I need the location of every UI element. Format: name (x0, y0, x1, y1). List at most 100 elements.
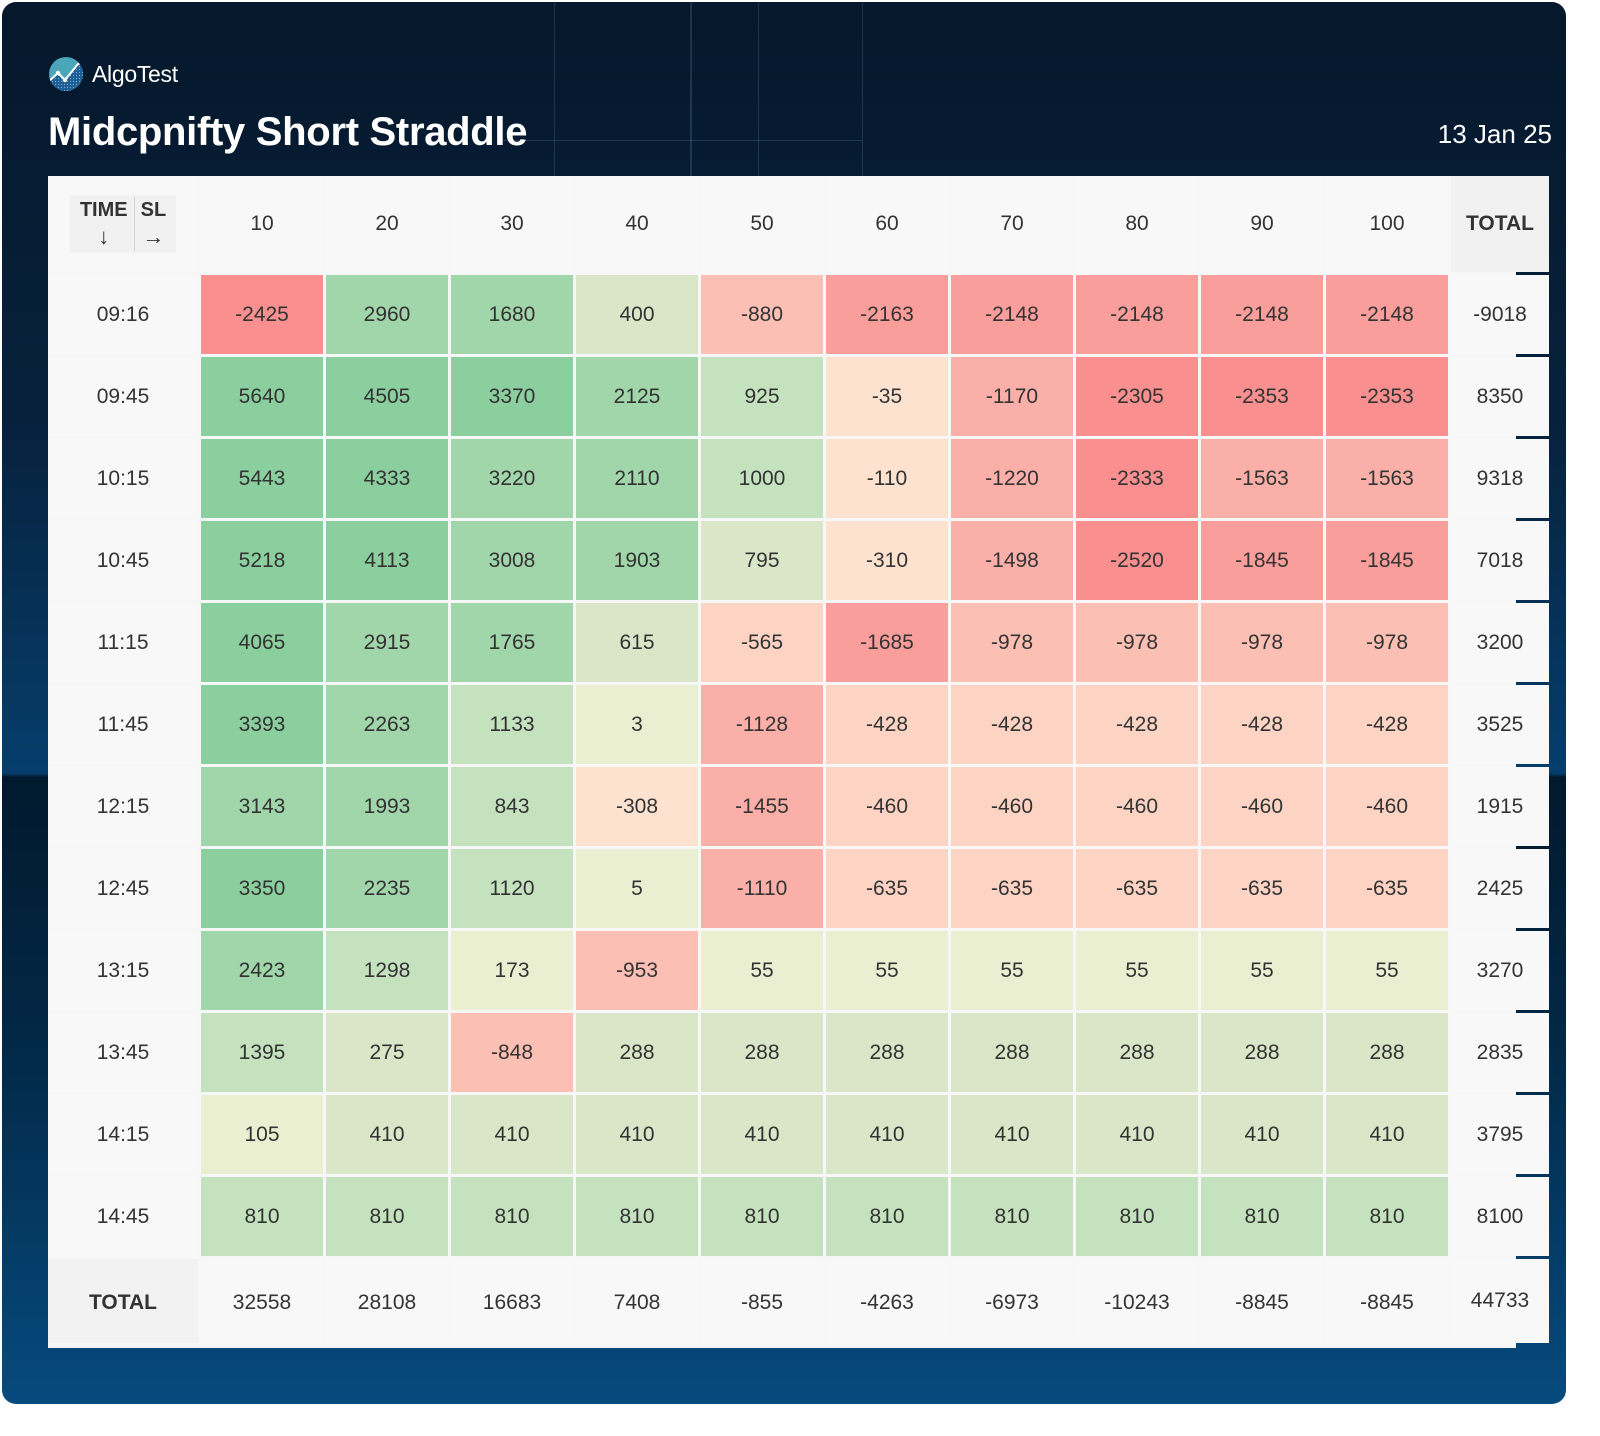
heatmap-cell: 4113 (326, 521, 448, 600)
table-row: 13:15 2423 1298 173 -953 55 55 55 55 55 55 3270 (48, 931, 1549, 1010)
heatmap-cell: 3350 (201, 849, 323, 928)
row-header-time: 14:45 (48, 1177, 198, 1256)
heatmap-cell: 810 (201, 1177, 323, 1256)
column-total: -8845 (1326, 1259, 1448, 1343)
heatmap-cell: 810 (1201, 1177, 1323, 1256)
heatmap-cell: 810 (826, 1177, 948, 1256)
heatmap-cell: 1680 (451, 275, 573, 354)
heatmap-cell: -635 (826, 849, 948, 928)
heatmap-cell: 288 (576, 1013, 698, 1092)
heatmap-cell: 795 (701, 521, 823, 600)
heatmap-cell: 410 (451, 1095, 573, 1174)
column-header-sl-70: 70 (951, 176, 1073, 272)
heatmap-cell: 55 (1326, 931, 1448, 1010)
heatmap-cell: 275 (326, 1013, 448, 1092)
heatmap-cell: -2333 (1076, 439, 1198, 518)
heatmap-cell: 1993 (326, 767, 448, 846)
column-header-sl-40: 40 (576, 176, 698, 272)
heatmap-cell: 410 (1326, 1095, 1448, 1174)
heatmap-cell: 1120 (451, 849, 573, 928)
heatmap-cell: -978 (1201, 603, 1323, 682)
heatmap-cell: -2148 (951, 275, 1073, 354)
decorative-grid-line (502, 140, 862, 141)
heatmap-cell: -635 (1201, 849, 1323, 928)
row-total: 9318 (1451, 439, 1549, 518)
report-date: 13 Jan 25 (1437, 119, 1552, 149)
row-total: 3270 (1451, 931, 1549, 1010)
table-row: 10:15 5443 4333 3220 2110 1000 -110 -1220 -2333-… (48, 439, 1549, 518)
heatmap-cell: 288 (826, 1013, 948, 1092)
heatmap-cell: 410 (826, 1095, 948, 1174)
heatmap-cell: -428 (951, 685, 1073, 764)
table-row: 12:15 3143 1993 843 -308 -1455 -460 -460 -460 -46… (48, 767, 1549, 846)
heatmap-cell: 810 (701, 1177, 823, 1256)
heatmap-cell: 3143 (201, 767, 323, 846)
heatmap-cell: 615 (576, 603, 698, 682)
heatmap-cell: 410 (1201, 1095, 1323, 1174)
heatmap-cell: 5 (576, 849, 698, 928)
heatmap-cell: -1563 (1326, 439, 1448, 518)
row-header-time: 10:15 (48, 439, 198, 518)
table-row: 09:45 5640 4505 3370 2125 925 -35 -1170 -2305 -23… (48, 357, 1549, 436)
heatmap-cell: -460 (1326, 767, 1448, 846)
heatmap-cell: 55 (701, 931, 823, 1010)
heatmap-cell: 3220 (451, 439, 573, 518)
row-header-time: 12:45 (48, 849, 198, 928)
heatmap-cell: -978 (951, 603, 1073, 682)
heatmap-cell: 410 (326, 1095, 448, 1174)
heatmap-cell: 288 (1326, 1013, 1448, 1092)
heatmap-cell: 2110 (576, 439, 698, 518)
heatmap-cell: 400 (576, 275, 698, 354)
brand: AlgoTest (48, 56, 178, 92)
totals-row-label: TOTAL (48, 1259, 198, 1343)
heatmap-cell: -1455 (701, 767, 823, 846)
table-row: 11:45 3393 2263 1133 3 -1128 -428 -428 -428 -428-… (48, 685, 1549, 764)
column-header-sl-30: 30 (451, 176, 573, 272)
heatmap-cell: -428 (1201, 685, 1323, 764)
column-total: 28108 (326, 1259, 448, 1343)
heatmap-cell: 3008 (451, 521, 573, 600)
table-row: 13:45 1395 275 -848 288 288 288 288 288 288 288 283… (48, 1013, 1549, 1092)
column-total: -6973 (951, 1259, 1073, 1343)
table-row: 11:15 4065 2915 1765 615 -565 -1685 -978 -978 -97… (48, 603, 1549, 682)
heatmap-cell: -978 (1326, 603, 1448, 682)
column-header-sl-100: 100 (1326, 176, 1448, 272)
column-total: -8845 (1201, 1259, 1323, 1343)
row-header-time: 11:15 (48, 603, 198, 682)
heatmap-cell: -1685 (826, 603, 948, 682)
heatmap-cell: -565 (701, 603, 823, 682)
column-header-sl-80: 80 (1076, 176, 1198, 272)
heatmap-cell: -310 (826, 521, 948, 600)
heatmap-cell: 1395 (201, 1013, 323, 1092)
table-row: 14:45 810 810 810 810 810 810 810 810 810 810 8100 (48, 1177, 1549, 1256)
heatmap-cell: -1563 (1201, 439, 1323, 518)
row-header-time: 09:45 (48, 357, 198, 436)
heatmap-cell: -1845 (1201, 521, 1323, 600)
heatmap-cell: 1765 (451, 603, 573, 682)
row-header-time: 14:15 (48, 1095, 198, 1174)
row-total: 3200 (1451, 603, 1549, 682)
decorative-grid-line (690, 2, 692, 178)
heatmap-cell: 4065 (201, 603, 323, 682)
heatmap-cell: 810 (326, 1177, 448, 1256)
decorative-grid-line (862, 2, 863, 178)
row-header-time: 12:15 (48, 767, 198, 846)
heatmap-cell: -2425 (201, 275, 323, 354)
heatmap-cell: -953 (576, 931, 698, 1010)
heatmap-cell: 843 (451, 767, 573, 846)
column-header-sl-10: 10 (201, 176, 323, 272)
row-total: 1915 (1451, 767, 1549, 846)
heatmap-cell: -2148 (1076, 275, 1198, 354)
heatmap-cell: -1498 (951, 521, 1073, 600)
heatmap-cell: 410 (701, 1095, 823, 1174)
heatmap-cell: 810 (951, 1177, 1073, 1256)
heatmap-cell: -2520 (1076, 521, 1198, 600)
heatmap-cell: 3 (576, 685, 698, 764)
heatmap-cell: -2305 (1076, 357, 1198, 436)
heatmap-cell: -308 (576, 767, 698, 846)
heatmap-cell: -2148 (1326, 275, 1448, 354)
column-total: 16683 (451, 1259, 573, 1343)
heatmap-cell: -2353 (1201, 357, 1323, 436)
arrow-right-icon: → (142, 224, 165, 249)
row-total: 3525 (1451, 685, 1549, 764)
